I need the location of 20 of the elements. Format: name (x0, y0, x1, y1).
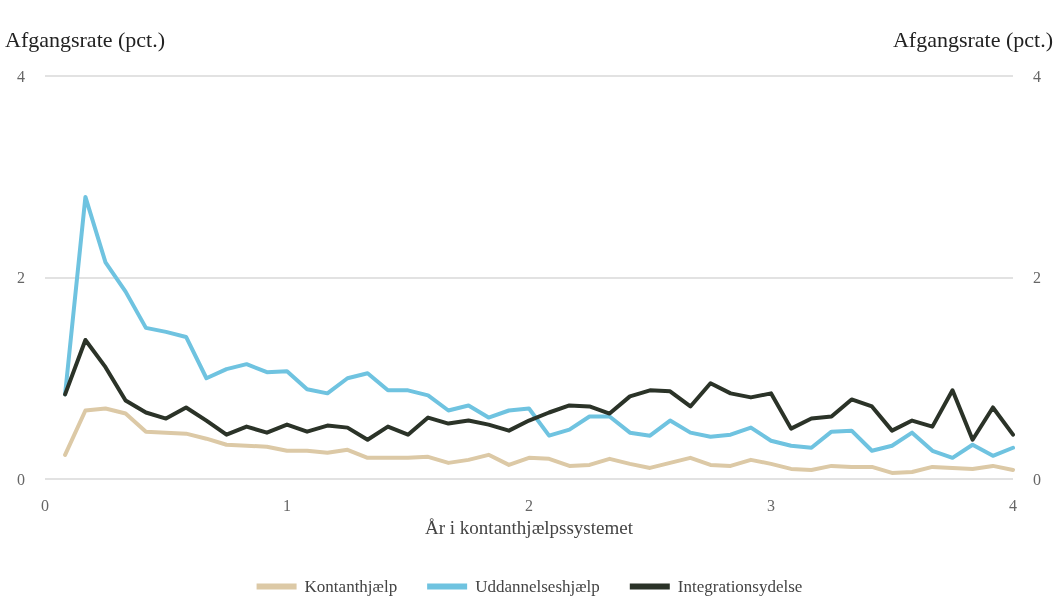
line-series (63, 194, 1015, 460)
y2-tick-label: 0 (1033, 470, 1041, 488)
x-tick-label: 0 (41, 496, 49, 514)
y2-axis-title: Afgangsrate (pct.) (892, 26, 1053, 52)
legend-label: Integrationsydelse (677, 577, 803, 596)
line-series (63, 406, 1015, 475)
x-tick-label: 1 (283, 496, 291, 514)
x-axis-title: År i kontanthjælpssystemet (425, 516, 634, 538)
legend-label: Kontanthjælp (304, 577, 398, 596)
y2-tick-label: 2 (1033, 269, 1041, 286)
y-axis-title: Afgangsrate (pct.) (5, 26, 166, 52)
legend-label: Uddannelseshjælp (475, 577, 600, 596)
y-tick-label: 2 (17, 269, 25, 286)
y-tick-label: 0 (17, 470, 25, 488)
x-tick-label: 4 (1009, 496, 1017, 514)
x-tick-label: 3 (767, 496, 775, 514)
x-tick-label: 2 (525, 496, 533, 514)
y2-tick-label: 4 (1033, 67, 1041, 85)
y-tick-label: 4 (17, 67, 25, 85)
line-series (63, 337, 1015, 442)
